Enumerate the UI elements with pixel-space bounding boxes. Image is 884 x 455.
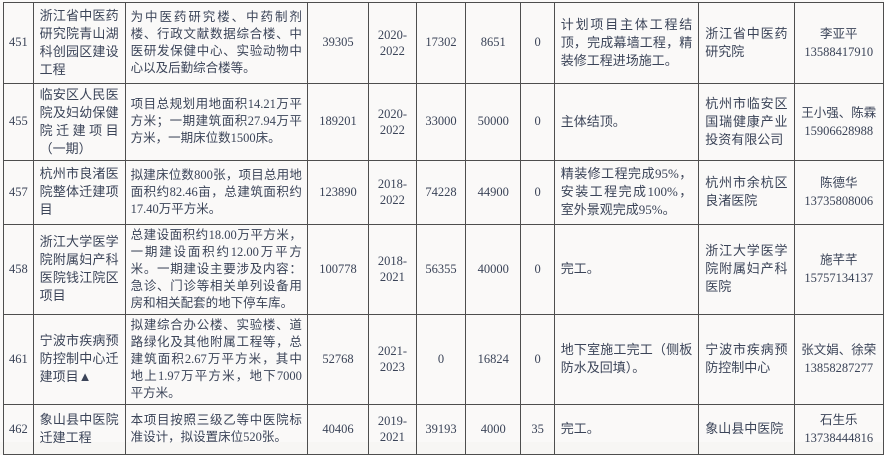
contact-cell: 施芊芊 15757134137 (793, 223, 884, 315)
total-investment: 100778 (306, 223, 370, 315)
value-b: 16824 (465, 313, 522, 405)
value-b: 4000 (465, 403, 522, 455)
contact-phone: 13858287277 (804, 361, 874, 376)
value-c: 0 (520, 159, 555, 225)
value-b: 40000 (465, 223, 522, 315)
value-b: 8651 (465, 2, 522, 84)
total-investment: 39305 (306, 2, 370, 84)
contact-name: 石生乐 (820, 413, 858, 428)
organization: 浙江省中医药研究院 (698, 2, 795, 84)
construction-years: 2020-2022 (368, 83, 417, 161)
row-id: 451 (3, 2, 34, 84)
table-row: 451 浙江省中医药研究院青山湖科创园区建设工程 为中医药研究楼、中药制剂楼、行… (3, 2, 884, 84)
total-investment: 40406 (306, 403, 370, 455)
value-a: 39193 (415, 403, 467, 455)
contact-phone: 13738444816 (804, 431, 874, 446)
progress-status: 地下室施工完工（侧板防水及回填）。 (553, 313, 700, 405)
organization: 杭州市临安区国瑞健康产业投资有限公司 (698, 83, 795, 161)
value-b: 44900 (465, 159, 522, 225)
organization: 浙江大学医学院附属妇产科医院 (698, 223, 795, 315)
contact-cell: 王小强、陈霖 15906628988 (793, 83, 884, 161)
contact-name: 王小强、陈霖 (801, 105, 877, 120)
organization: 宁波市疾病预防控制中心 (698, 313, 795, 405)
row-id: 455 (3, 83, 34, 161)
value-a: 74228 (415, 159, 467, 225)
progress-status: 精装修工程完成95%，安装工程完成100%，室外景观完成95%。 (553, 159, 700, 225)
project-name: 宁波市疾病预防控制中心迁建项目▲ (32, 313, 126, 405)
project-description: 为中医药研究楼、中药制剂楼、行政文献数据综合楼、中医研发保健中心、实验动物中心以… (124, 2, 308, 84)
contact-phone: 15906628988 (804, 123, 874, 138)
project-description: 本项目按照三级乙等中医院标准设计，拟设置床位520张。 (124, 403, 308, 455)
table-row: 462 象山县中医院迁建工程 本项目按照三级乙等中医院标准设计，拟设置床位520… (3, 403, 884, 455)
value-c: 0 (520, 2, 555, 84)
contact-cell: 李亚平 13588417910 (793, 2, 884, 84)
project-name: 杭州市良渚医院整体迁建项目 (32, 159, 126, 225)
value-a: 33000 (415, 83, 467, 161)
value-c: 0 (520, 223, 555, 315)
progress-status: 完工。 (553, 403, 700, 455)
total-investment: 123890 (306, 159, 370, 225)
project-name: 浙江省中医药研究院青山湖科创园区建设工程 (32, 2, 126, 84)
scanned-document-page: 451 浙江省中医药研究院青山湖科创园区建设工程 为中医药研究楼、中药制剂楼、行… (3, 2, 884, 455)
contact-name: 李亚平 (820, 26, 858, 41)
contact-phone: 15757134137 (804, 271, 874, 286)
table-row: 461 宁波市疾病预防控制中心迁建项目▲ 拟建综合办公楼、实验楼、道路绿化及其他… (3, 313, 884, 405)
project-description: 总建设面积约18.00万平方米，一期建设面积约12.00万平方米。一期建设主要涉… (124, 223, 308, 315)
value-b: 50000 (465, 83, 522, 161)
project-name: 临安区人民医院及妇幼保健院迁建项目（一期） (32, 83, 126, 161)
contact-cell: 张文娟、徐荣 13858287277 (793, 313, 884, 405)
table-row: 455 临安区人民医院及妇幼保健院迁建项目（一期） 项目总规划用地面积14.21… (3, 83, 884, 161)
table-row: 457 杭州市良渚医院整体迁建项目 拟建床位数800张，项目总用地面积约82.4… (3, 159, 884, 225)
row-id: 461 (3, 313, 34, 405)
progress-status: 计划项目主体工程结顶，完成幕墙工程，精装修工程进场施工。 (553, 2, 700, 84)
contact-cell: 陈德华 13735808006 (793, 159, 884, 225)
contact-phone: 13735808006 (804, 194, 874, 209)
organization: 杭州市余杭区良渚医院 (698, 159, 795, 225)
contact-name: 张文娟、徐荣 (801, 343, 877, 358)
project-name: 象山县中医院迁建工程 (32, 403, 126, 455)
total-investment: 52768 (306, 313, 370, 405)
construction-years: 2021-2023 (368, 313, 417, 405)
value-a: 56355 (415, 223, 467, 315)
row-id: 457 (3, 159, 34, 225)
project-name: 浙江大学医学院附属妇产科医院钱江院区项目 (32, 223, 126, 315)
contact-cell: 石生乐 13738444816 (793, 403, 884, 455)
total-investment: 189201 (306, 83, 370, 161)
construction-years: 2020-2022 (368, 2, 417, 84)
value-c: 35 (520, 403, 555, 455)
project-description: 项目总规划用地面积14.21万平方米；一期建筑面积27.94万平方米，一期床位数… (124, 83, 308, 161)
progress-status: 完工。 (553, 223, 700, 315)
row-id: 462 (3, 403, 34, 455)
contact-name: 施芊芊 (820, 253, 858, 268)
value-c: 0 (520, 313, 555, 405)
progress-status: 主体结顶。 (553, 83, 700, 161)
value-a: 0 (415, 313, 467, 405)
construction-years: 2019-2021 (368, 403, 417, 455)
organization: 象山县中医院 (698, 403, 795, 455)
value-a: 17302 (415, 2, 467, 84)
row-id: 458 (3, 223, 34, 315)
construction-years: 2018-2021 (368, 223, 417, 315)
table-row: 458 浙江大学医学院附属妇产科医院钱江院区项目 总建设面积约18.00万平方米… (3, 223, 884, 315)
project-description: 拟建床位数800张，项目总用地面积约82.46亩，总建筑面积约17.40万平方米… (124, 159, 308, 225)
construction-years: 2018-2022 (368, 159, 417, 225)
contact-phone: 13588417910 (804, 45, 874, 59)
contact-name: 陈德华 (820, 176, 858, 191)
project-description: 拟建综合办公楼、实验楼、道路绿化及其他附属工程等，总建筑面积2.67万平方米，其… (124, 313, 308, 405)
project-table: 451 浙江省中医药研究院青山湖科创园区建设工程 为中医药研究楼、中药制剂楼、行… (3, 2, 884, 455)
value-c: 0 (520, 83, 555, 161)
